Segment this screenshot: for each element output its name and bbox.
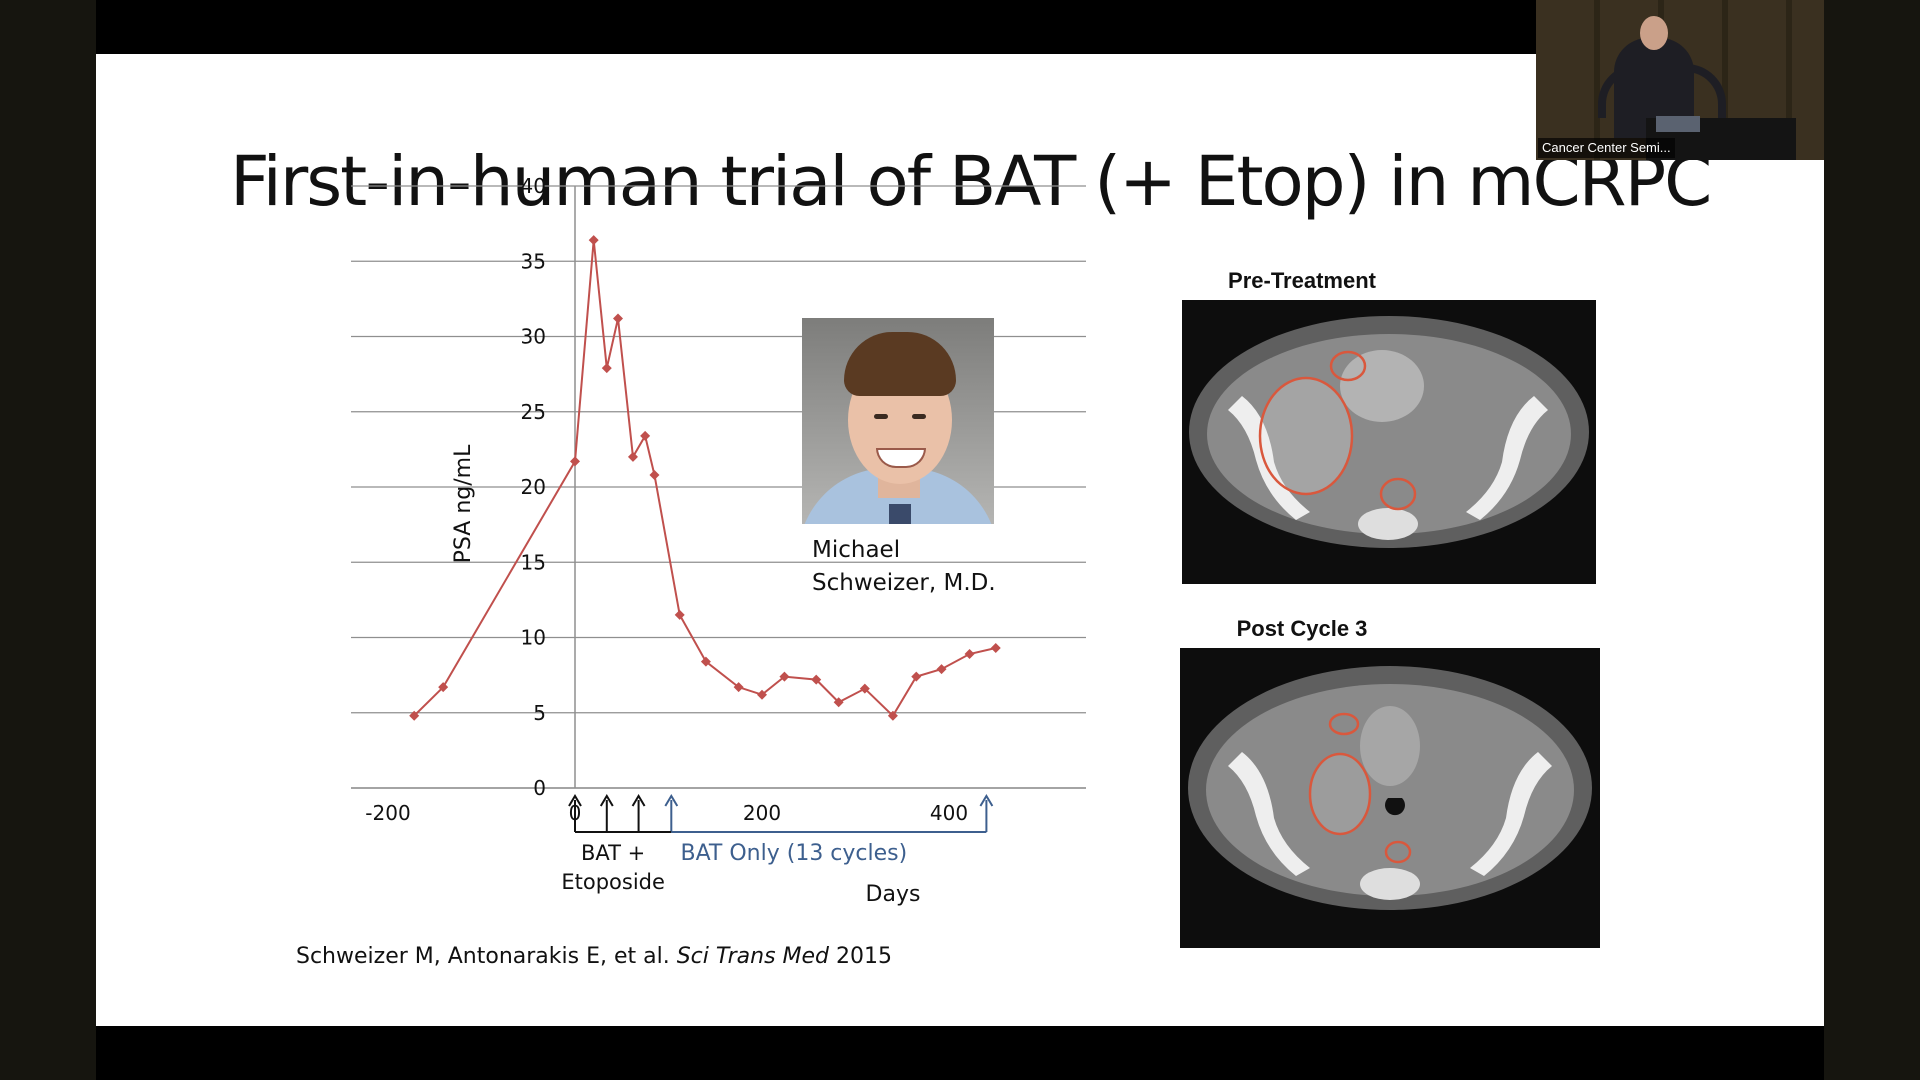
pre-treatment-caption: Pre-Treatment bbox=[1228, 268, 1376, 293]
data-point-12 bbox=[757, 689, 767, 700]
data-point-21 bbox=[990, 643, 1001, 654]
person-first-name: Michael bbox=[812, 537, 901, 563]
y-tick-label-20: 20 bbox=[521, 475, 546, 499]
post-cycle-3-caption: Post Cycle 3 bbox=[1236, 616, 1368, 641]
citation-year: 2015 bbox=[829, 944, 892, 969]
phase-brackets: BAT + Etoposide BAT Only (13 cycles) bbox=[561, 831, 987, 894]
citation-authors: Schweizer M, Antonarakis E, et al. bbox=[296, 944, 677, 969]
x-tick-label-200: 200 bbox=[743, 801, 781, 825]
data-point-5 bbox=[613, 313, 624, 324]
phase-label-bat-etoposide-line1: BAT + bbox=[581, 841, 645, 865]
phase-label-bat-only: BAT Only (13 cycles) bbox=[680, 841, 907, 866]
video-label: Cancer Center Semi... bbox=[1538, 138, 1675, 158]
data-point-2 bbox=[570, 456, 580, 467]
y-tick-label-35: 35 bbox=[521, 249, 546, 273]
speaker-video-thumbnail[interactable]: Cancer Center Semi... bbox=[1536, 0, 1824, 160]
data-point-0 bbox=[409, 710, 420, 721]
pre-treatment-ct-scan bbox=[1182, 300, 1596, 584]
photo-eye-right bbox=[912, 414, 926, 419]
photo-tie bbox=[889, 504, 911, 524]
x-tick-label-400: 400 bbox=[930, 801, 968, 825]
data-point-9 bbox=[674, 609, 685, 620]
series-line-0 bbox=[413, 240, 996, 718]
data-point-10 bbox=[700, 656, 711, 667]
data-point-1 bbox=[438, 682, 449, 693]
slide-title: First-in-human trial of BAT (+ Etop) in … bbox=[230, 142, 1712, 222]
data-point-8 bbox=[649, 469, 660, 480]
y-tick-label-0: 0 bbox=[533, 776, 546, 800]
y-tick-label-40: 40 bbox=[521, 174, 546, 198]
dosing-arrow-head-1 bbox=[599, 794, 614, 807]
x-tick-labels: -2000200400 bbox=[365, 801, 968, 825]
y-axis-label: PSA ng/mL bbox=[451, 444, 476, 563]
data-point-17 bbox=[887, 710, 898, 721]
bottom-letterbox bbox=[96, 1026, 1824, 1080]
y-tick-label-30: 30 bbox=[521, 325, 546, 349]
psa-chart: 0 5 10 15 20 25 30 35 40 -200 0 200 400 BAT + Etopos… bbox=[351, 174, 1086, 907]
dosing-arrow-head-0 bbox=[568, 794, 582, 807]
slide: First-in-human trial of BAT (+ Etop) in … bbox=[96, 54, 1824, 1026]
laptop-icon bbox=[1656, 116, 1700, 132]
data-point-11 bbox=[733, 682, 744, 693]
dosing-arrow-head-3 bbox=[664, 794, 679, 807]
person-last-name: Schweizer, M.D. bbox=[812, 570, 996, 596]
dosing-arrow-0 bbox=[568, 794, 582, 832]
data-point-6 bbox=[627, 451, 638, 462]
x-axis-label: Days bbox=[866, 882, 921, 907]
post-cycle-3-ct-scan bbox=[1180, 648, 1600, 948]
citation-journal: Sci Trans Med bbox=[676, 944, 830, 969]
dosing-arrow-4 bbox=[979, 794, 994, 832]
speaker-photo bbox=[802, 318, 994, 524]
phase-label-bat-etoposide-line2: Etoposide bbox=[561, 870, 665, 894]
photo-hair bbox=[844, 332, 956, 396]
data-point-18 bbox=[911, 671, 922, 682]
y-tick-label-25: 25 bbox=[521, 400, 546, 424]
photo-eye-left bbox=[874, 414, 888, 419]
data-point-16 bbox=[859, 683, 870, 694]
dosing-arrow-head-2 bbox=[631, 794, 646, 807]
dosing-arrows bbox=[568, 794, 994, 832]
pre-treatment-scan-image bbox=[1182, 300, 1596, 584]
data-point-13 bbox=[779, 671, 790, 682]
data-point-15 bbox=[833, 697, 844, 708]
y-tick-labels: 0 5 10 15 20 25 30 35 40 bbox=[521, 174, 546, 800]
y-tick-label-10: 10 bbox=[521, 626, 546, 650]
data-point-3 bbox=[588, 235, 599, 246]
x-tick-label--200: -200 bbox=[365, 801, 410, 825]
data-point-4 bbox=[601, 363, 612, 374]
data-point-19 bbox=[936, 664, 947, 675]
dosing-arrow-head-4 bbox=[979, 794, 994, 807]
y-tick-label-15: 15 bbox=[521, 550, 546, 574]
speaker-head bbox=[1640, 16, 1668, 50]
dosing-arrow-2 bbox=[631, 794, 646, 832]
data-point-7 bbox=[640, 430, 651, 441]
post-cycle-3-scan-image bbox=[1180, 648, 1600, 948]
citation: Schweizer M, Antonarakis E, et al. Sci T… bbox=[296, 944, 892, 969]
data-point-20 bbox=[964, 649, 975, 660]
y-tick-label-5: 5 bbox=[533, 701, 546, 725]
dosing-arrow-1 bbox=[599, 794, 614, 832]
data-point-14 bbox=[811, 674, 822, 685]
person-name: Michael Schweizer, M.D. bbox=[812, 534, 996, 600]
dosing-arrow-3 bbox=[664, 794, 679, 832]
series-psa bbox=[409, 235, 1001, 721]
